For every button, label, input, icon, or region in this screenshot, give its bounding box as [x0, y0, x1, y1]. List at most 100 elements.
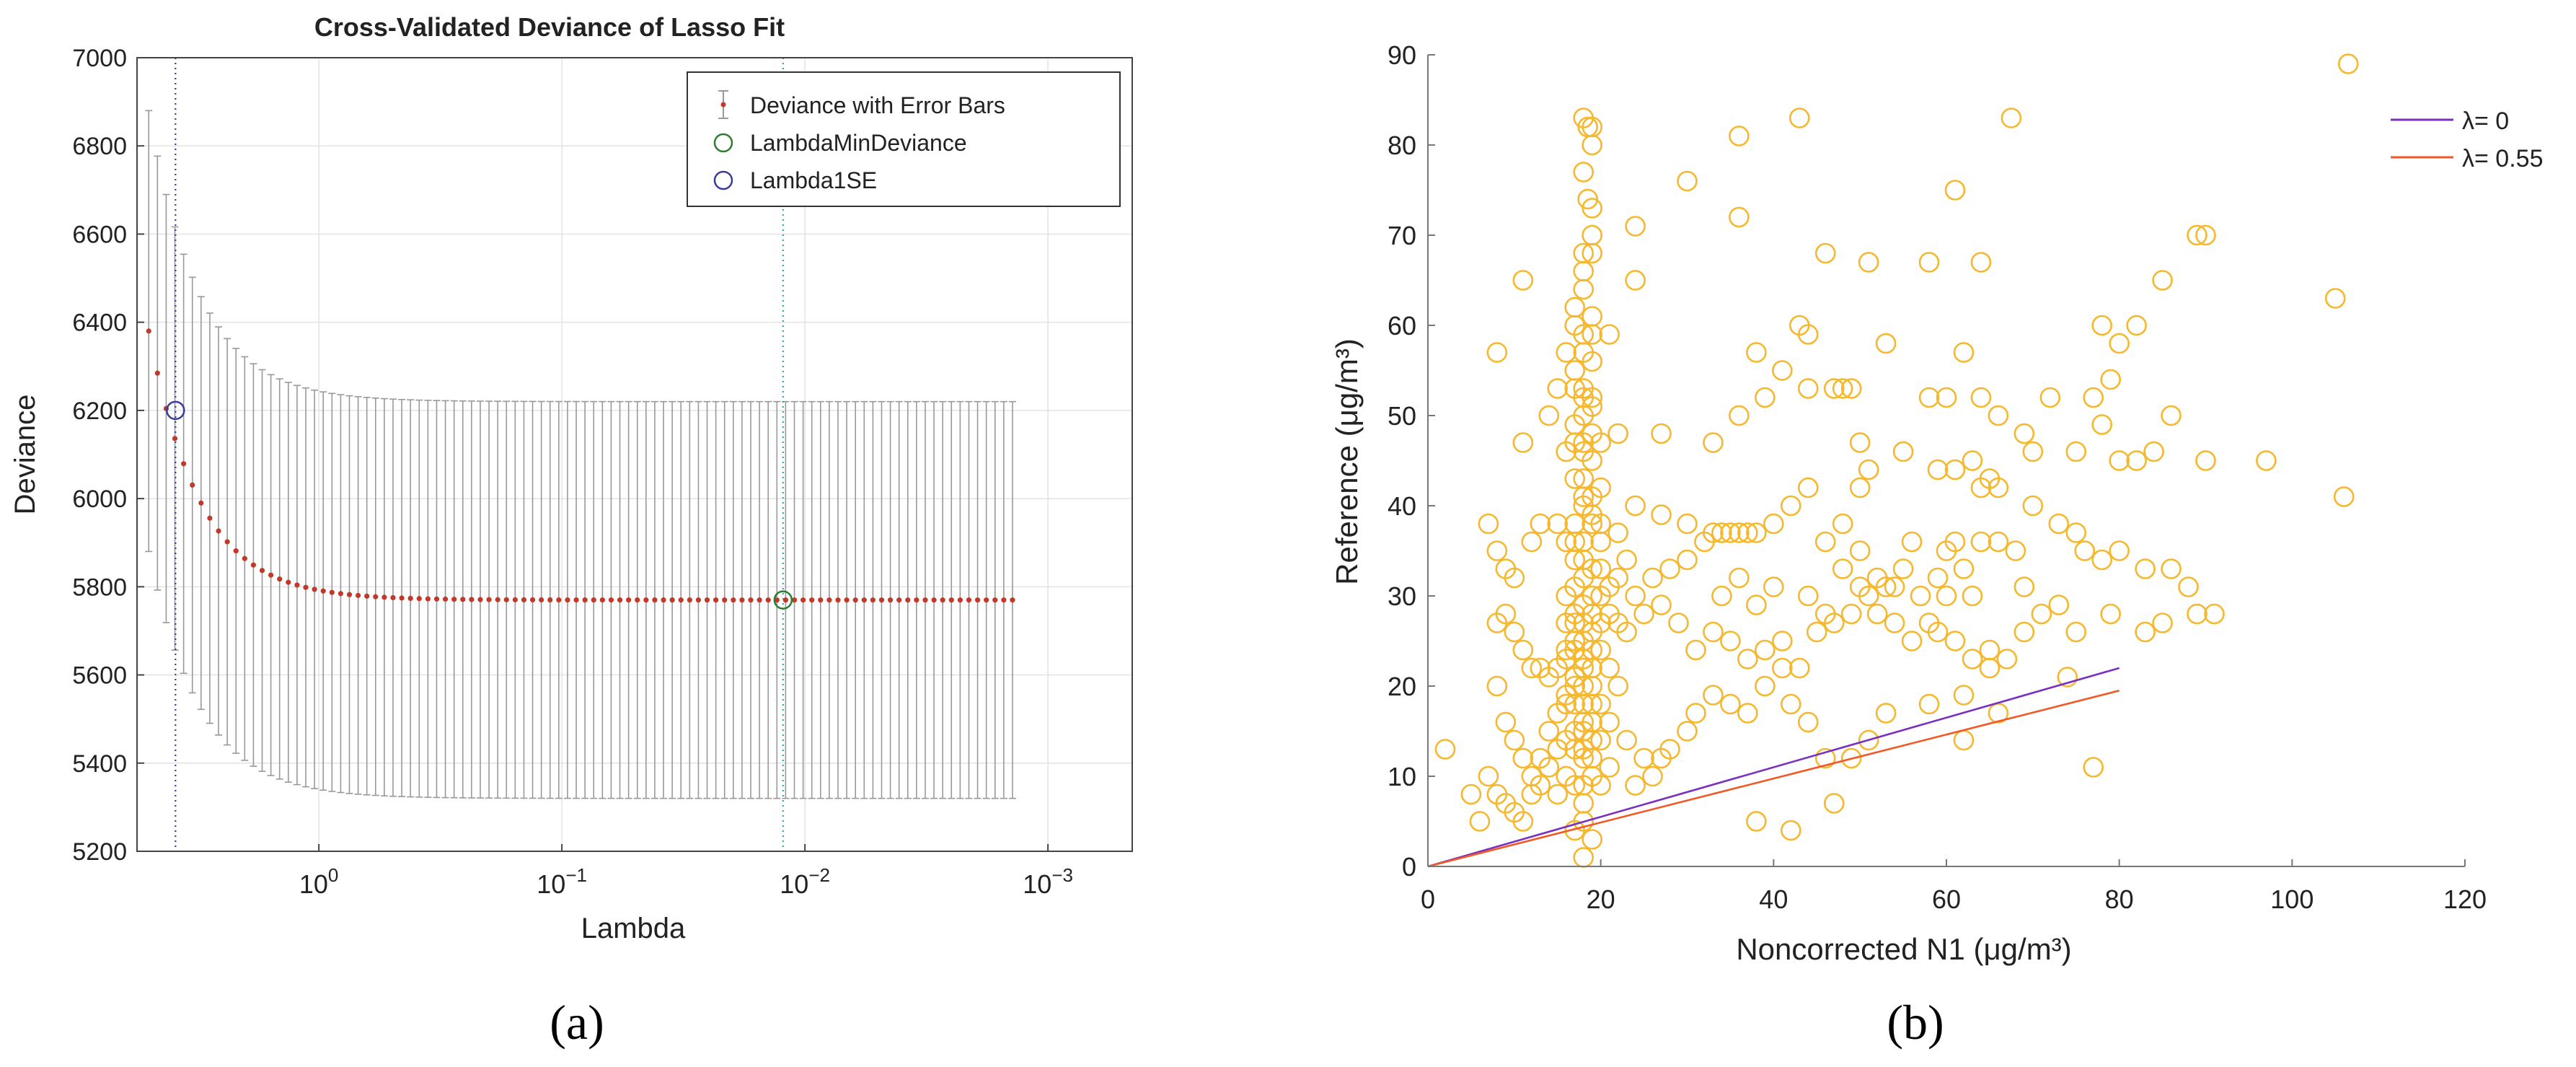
- scatter-point: [2256, 450, 2277, 471]
- scatter-point: [1607, 567, 1628, 589]
- legend-min-deviance-icon: [713, 133, 733, 153]
- scatter-point: [1577, 188, 1598, 210]
- scatter-point: [1720, 631, 1741, 651]
- scatter-point: [1582, 504, 1602, 525]
- scatter-point: [1538, 721, 1560, 742]
- deviance-point: [286, 579, 291, 585]
- scatter-point: [1573, 468, 1594, 489]
- y-tick-label: 20: [1388, 672, 1416, 701]
- scatter-point: [1884, 576, 1905, 597]
- scatter-point: [1781, 693, 1801, 715]
- scatter-point: [1849, 540, 1871, 561]
- scatter-point: [1599, 757, 1620, 778]
- y-tick-label: 0: [1402, 852, 1416, 882]
- scatter-point: [2143, 441, 2164, 462]
- scatter-point: [1556, 531, 1577, 553]
- legend-1se-icon: [713, 170, 733, 190]
- scatter-point: [1755, 639, 1776, 661]
- scatter-point: [1944, 631, 1966, 651]
- deviance-point: [495, 597, 500, 602]
- scatter-point: [1582, 396, 1602, 417]
- scatter-point: [1590, 531, 1611, 553]
- legend-entry-deviance: Deviance with Error Bars: [750, 92, 1005, 118]
- deviance-point: [835, 597, 841, 603]
- scatter-point: [1564, 693, 1586, 715]
- scatter-point: [1590, 612, 1611, 633]
- scatter-point: [1832, 558, 1853, 579]
- chart-b-x-ticks: 0 20 40 60 80 100 120: [1421, 859, 2487, 914]
- y-tick-label: 40: [1388, 491, 1416, 521]
- scatter-point: [1573, 278, 1594, 300]
- deviance-point: [914, 597, 919, 603]
- deviance-point: [591, 597, 596, 603]
- scatter-point: [1434, 739, 1456, 760]
- scatter-point: [1685, 703, 1706, 724]
- scatter-point: [2135, 621, 2156, 643]
- deviance-point: [146, 328, 151, 334]
- scatter-point: [1988, 405, 2009, 426]
- y-tick-label: 50: [1388, 401, 1416, 431]
- scatter-point: [1797, 324, 1819, 345]
- scatter-point: [1832, 378, 1853, 399]
- scatter-point: [1746, 811, 1767, 832]
- x-tick-label: 10−2: [780, 864, 830, 899]
- scatter-point: [1599, 711, 1620, 733]
- scatter-point: [1814, 603, 1836, 625]
- scatter-point: [1607, 522, 1628, 543]
- deviance-point: [739, 597, 745, 603]
- scatter-point: [1625, 216, 1646, 237]
- scatter-point: [1788, 107, 1810, 128]
- scatter-point: [1677, 513, 1698, 535]
- deviance-point: [503, 597, 509, 602]
- scatter-point: [1512, 811, 1534, 832]
- deviance-point: [626, 597, 632, 603]
- scatter-point: [1642, 765, 1663, 787]
- legend-entry-lambda0: λ= 0: [2462, 107, 2509, 135]
- scatter-point: [1582, 513, 1602, 535]
- y-tick-label: 60: [1388, 311, 1416, 341]
- scatter-point: [1677, 170, 1698, 192]
- deviance-point: [599, 597, 605, 603]
- scatter-point: [1875, 703, 1897, 724]
- scatter-point: [2091, 315, 2112, 336]
- scatter-point: [1979, 657, 2001, 679]
- scatter-point: [1512, 639, 1534, 661]
- scatter-point: [1642, 567, 1663, 589]
- scatter-point: [1840, 378, 1862, 399]
- deviance-point: [896, 597, 902, 603]
- scatter-point: [1823, 378, 1845, 399]
- scatter-point: [1797, 585, 1819, 607]
- deviance-point: [529, 597, 536, 603]
- lambda-marker: [773, 590, 793, 610]
- legend-entry-1se: Lambda1SE: [750, 167, 877, 193]
- y-tick-label: 10: [1388, 762, 1416, 791]
- scatter-point: [1962, 585, 1983, 607]
- scatter-point: [1711, 585, 1732, 607]
- deviance-point: [399, 595, 405, 601]
- deviance-point: [190, 482, 195, 488]
- scatter-point: [2109, 333, 2130, 354]
- deviance-point: [242, 556, 247, 561]
- deviance-point: [984, 597, 989, 603]
- scatter-point: [2048, 513, 2070, 535]
- scatter-point: [2013, 423, 2035, 444]
- deviance-point: [259, 568, 265, 574]
- scatter-point: [1590, 639, 1611, 661]
- deviance-point: [992, 597, 998, 603]
- scatter-point: [1573, 793, 1594, 814]
- scatter-point: [1486, 675, 1508, 697]
- scatter-point: [1495, 603, 1517, 625]
- scatter-point: [1729, 206, 1750, 228]
- scatter-point: [2039, 387, 2061, 408]
- deviance-point: [757, 597, 762, 603]
- scatter-point: [1814, 531, 1836, 553]
- scatter-point: [1573, 342, 1594, 363]
- scatter-point: [1564, 820, 1586, 841]
- scatter-point: [1633, 603, 1654, 625]
- chart-a-legend-box: [687, 71, 1121, 207]
- scatter-point: [1573, 711, 1594, 733]
- x-tick-label: 60: [1932, 884, 1961, 914]
- scatter-point: [1616, 549, 1637, 571]
- scatter-point: [1547, 378, 1569, 399]
- deviance-point: [442, 596, 449, 602]
